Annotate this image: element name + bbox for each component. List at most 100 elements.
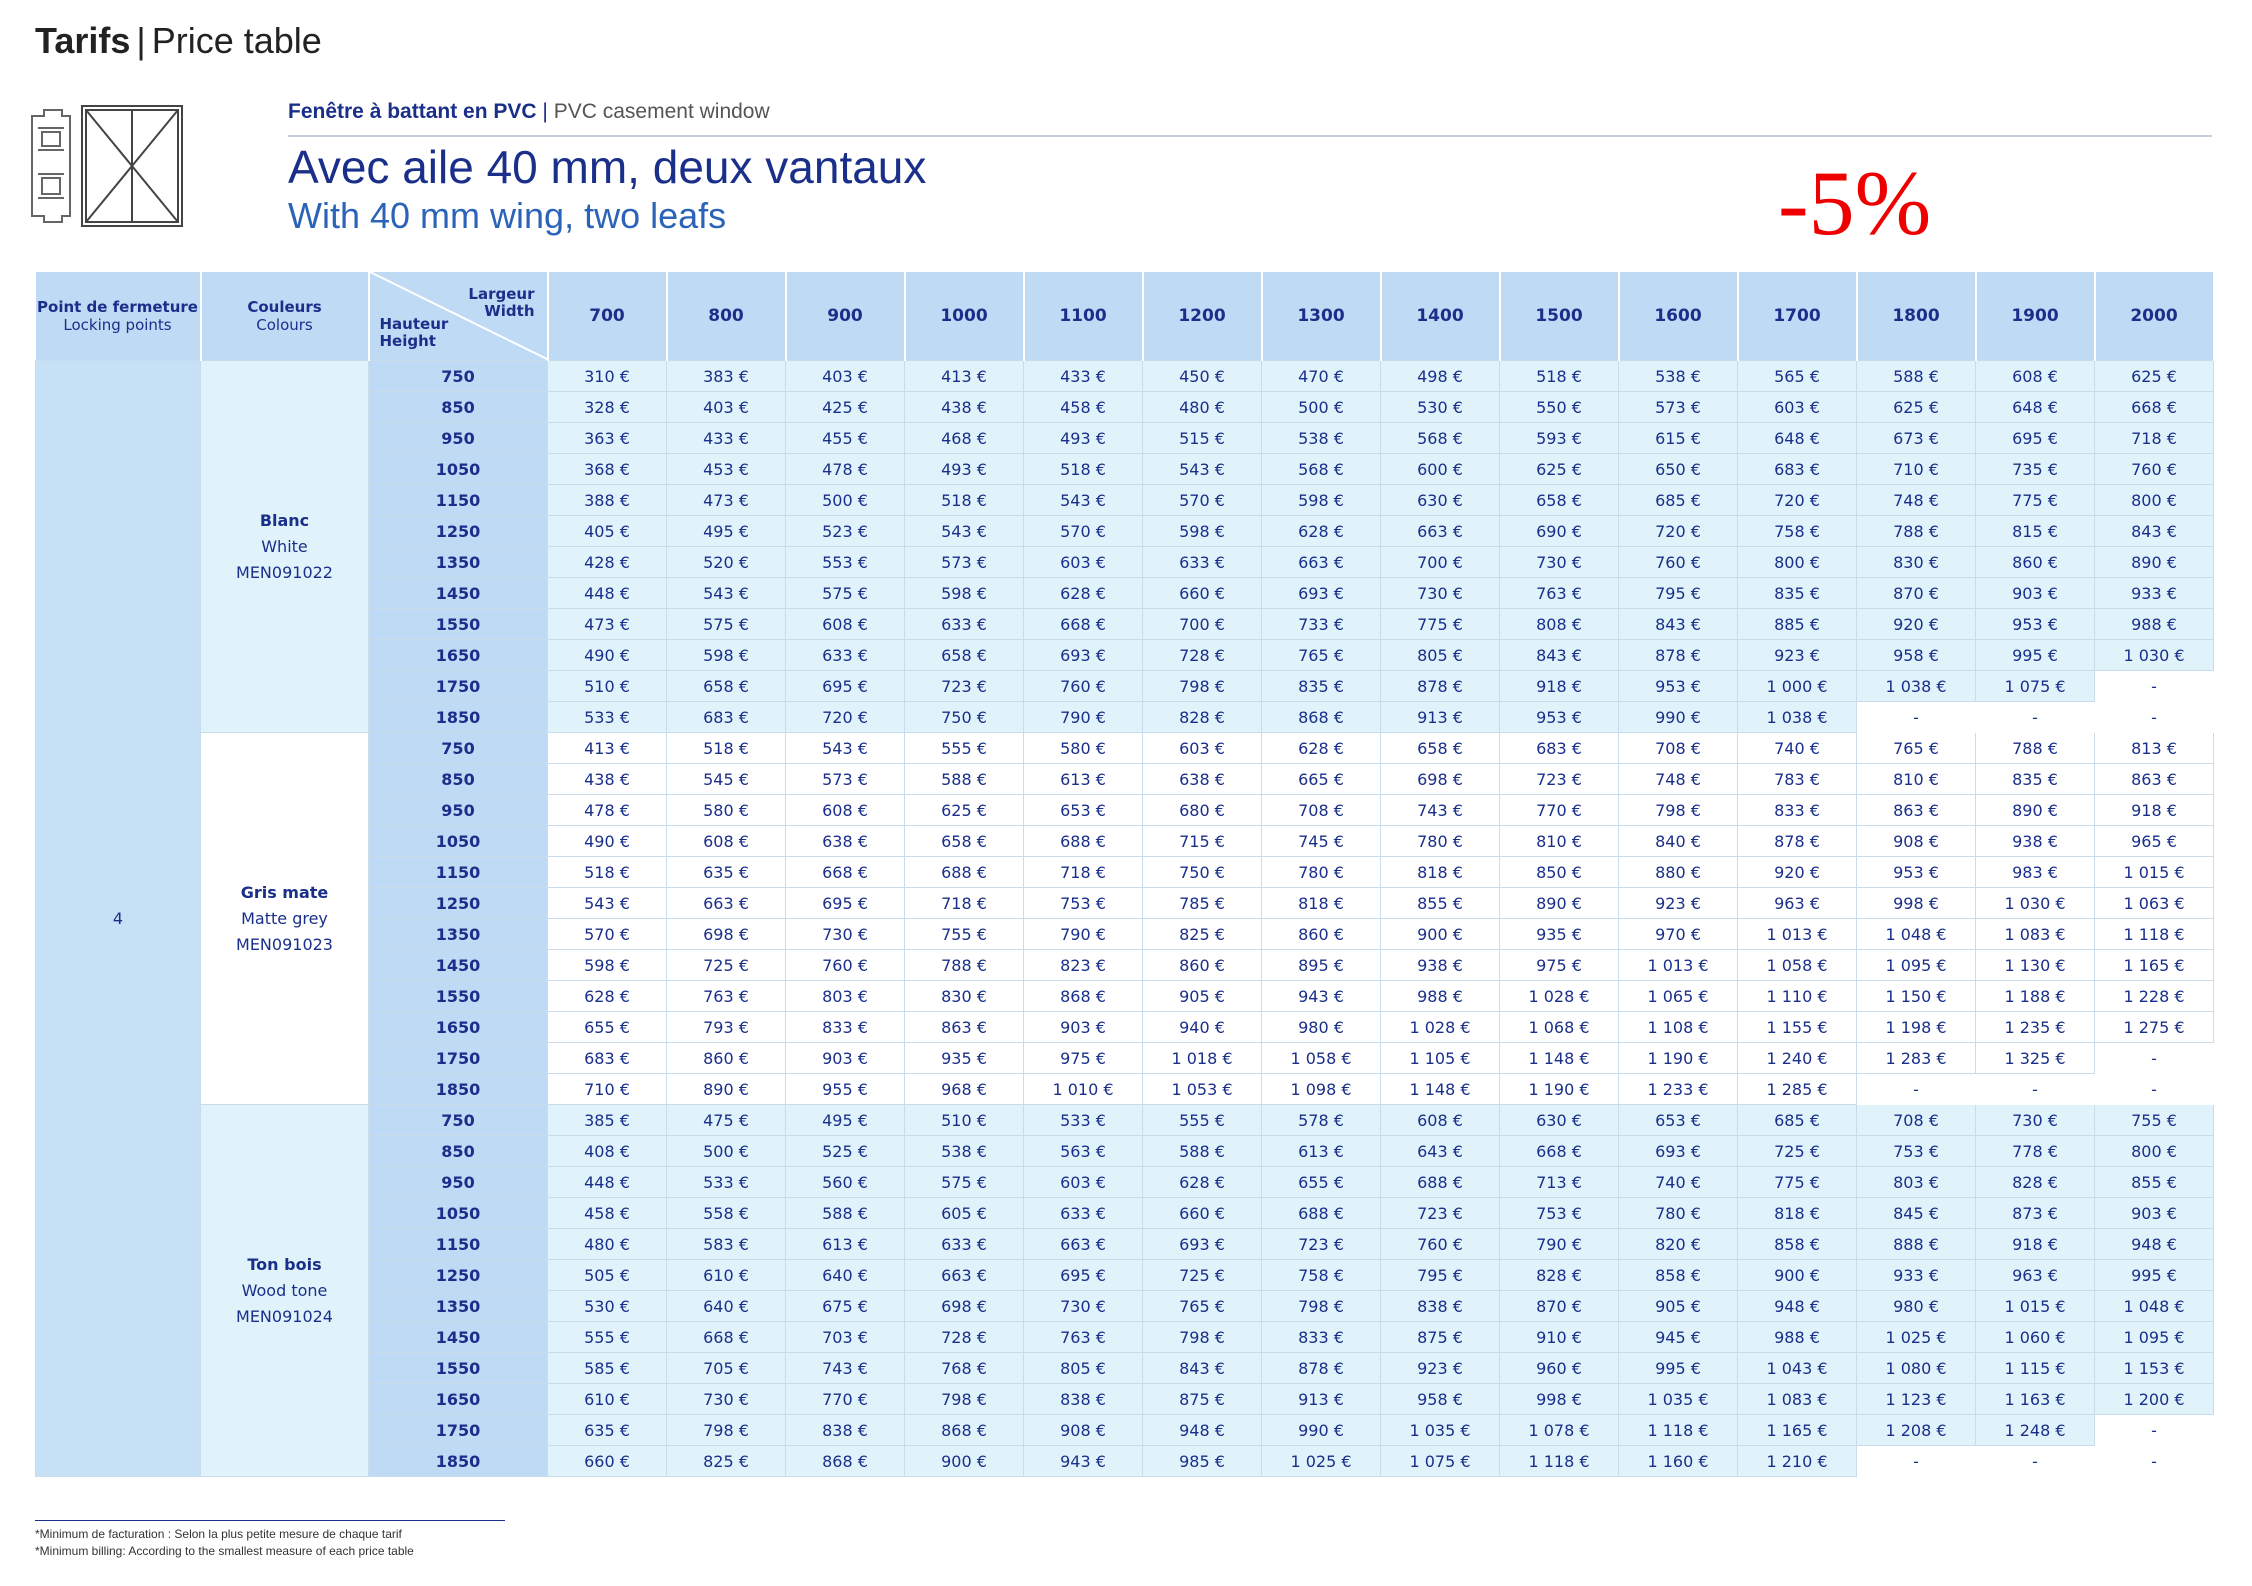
price-cell: 718 € — [904, 887, 1024, 919]
price-cell: 613 € — [1023, 763, 1143, 795]
price-cell: 813 € — [2094, 732, 2214, 764]
price-cell: 455 € — [785, 422, 905, 454]
price-cell: 1 080 € — [1856, 1352, 1976, 1384]
price-cell: 663 € — [904, 1259, 1024, 1291]
price-cell: 878 € — [1618, 639, 1738, 671]
price-cell: 1 075 € — [1975, 670, 2095, 702]
price-cell: 608 € — [785, 608, 905, 640]
price-cell: 585 € — [547, 1352, 667, 1384]
price-cell: 888 € — [1856, 1228, 1976, 1260]
price-cell: 383 € — [666, 360, 786, 392]
width-column-header: 1600 — [1618, 272, 1739, 361]
price-cell: 1 155 € — [1737, 1011, 1857, 1043]
price-cell: 1 083 € — [1737, 1383, 1857, 1415]
price-cell: 783 € — [1737, 763, 1857, 795]
price-cell: 933 € — [1856, 1259, 1976, 1291]
table-row: 1450 598 €725 €760 €788 €823 €860 €895 €9… — [36, 949, 2214, 981]
price-cell: 518 € — [547, 856, 667, 888]
price-cell: 708 € — [1618, 732, 1738, 764]
price-cell: 555 € — [547, 1321, 667, 1353]
height-value: 1150 — [368, 856, 548, 888]
price-cell: 1 105 € — [1380, 1042, 1500, 1074]
price-cell: 693 € — [1023, 639, 1143, 671]
price-cell: 603 € — [1142, 732, 1262, 764]
price-cell: 830 € — [904, 980, 1024, 1012]
price-cell: 763 € — [1499, 577, 1619, 609]
price-cell: 723 € — [1261, 1228, 1381, 1260]
price-cell: 1 095 € — [1856, 949, 1976, 981]
price-cell: 788 € — [904, 949, 1024, 981]
price-cell: 695 € — [1023, 1259, 1143, 1291]
table-row: 1550 585 €705 €743 €768 €805 €843 €878 €9… — [36, 1352, 2214, 1384]
price-cell: 768 € — [904, 1352, 1024, 1384]
table-row: 1450 448 €543 €575 €598 €628 €660 €693 €7… — [36, 577, 2214, 609]
price-cell: 693 € — [1618, 1135, 1738, 1167]
price-table: Point de fermeture Locking points Couleu… — [35, 272, 2215, 1477]
price-cell: 800 € — [2094, 484, 2214, 516]
price-table-body: 4 Blanc White MEN091022 750 310 €383 €403 €41… — [35, 360, 2214, 1477]
price-cell: 920 € — [1856, 608, 1976, 640]
price-cell: 1 083 € — [1975, 918, 2095, 950]
price-cell: 468 € — [904, 422, 1024, 454]
table-row: 4 Blanc White MEN091022 750 310 €383 €403 €41… — [35, 360, 2214, 1477]
table-row: 1850 533 €683 €720 €750 €790 €828 €868 €9… — [36, 701, 2214, 733]
price-cell: 1 013 € — [1737, 918, 1857, 950]
footnote: *Minimum de facturation : Selon la plus … — [35, 1520, 505, 1560]
price-cell: 935 € — [904, 1042, 1024, 1074]
price-cell: 743 € — [785, 1352, 905, 1384]
price-cell: 903 € — [785, 1042, 905, 1074]
price-cell: 838 € — [785, 1414, 905, 1446]
price-cell: 663 € — [666, 887, 786, 919]
width-column-header: 1700 — [1737, 272, 1858, 361]
price-cell: 588 € — [1856, 360, 1976, 392]
price-cell: 703 € — [785, 1321, 905, 1353]
height-value: 950 — [368, 1166, 548, 1198]
price-cell: 1 163 € — [1975, 1383, 2095, 1415]
price-cell: 1 248 € — [1975, 1414, 2095, 1446]
price-cell: 638 € — [1142, 763, 1262, 795]
price-cell: 693 € — [1142, 1228, 1262, 1260]
price-cell: 758 € — [1737, 515, 1857, 547]
price-cell: 890 € — [1499, 887, 1619, 919]
price-cell: 1 208 € — [1856, 1414, 1976, 1446]
price-cell: 935 € — [1499, 918, 1619, 950]
price-cell: 988 € — [2094, 608, 2214, 640]
price-cell: 775 € — [1737, 1166, 1857, 1198]
price-cell: 588 € — [904, 763, 1024, 795]
width-column-header: 1900 — [1975, 272, 2096, 361]
product-title-fr: Avec aile 40 mm, deux vantaux — [288, 141, 927, 193]
price-cell: 388 € — [547, 484, 667, 516]
price-cell: 730 € — [666, 1383, 786, 1415]
price-cell: 765 € — [1142, 1290, 1262, 1322]
price-cell: 1 235 € — [1975, 1011, 2095, 1043]
price-cell: 598 € — [904, 577, 1024, 609]
price-cell: 980 € — [1261, 1011, 1381, 1043]
price-cell: 425 € — [785, 391, 905, 423]
price-cell: 473 € — [666, 484, 786, 516]
price-cell: 868 € — [1261, 701, 1381, 733]
price-cell: 953 € — [1856, 856, 1976, 888]
price-cell: 518 € — [1499, 360, 1619, 392]
price-cell: - — [2094, 1042, 2214, 1074]
table-header-row: Point de fermeture Locking points Couleu… — [35, 272, 2215, 361]
price-cell: 700 € — [1142, 608, 1262, 640]
footnote-en: *Minimum billing: According to the small… — [35, 1544, 414, 1558]
price-cell: 1 165 € — [2094, 949, 2214, 981]
price-cell: - — [1975, 701, 2095, 733]
price-cell: 988 € — [1737, 1321, 1857, 1353]
colour-name-en: Wood tone — [241, 1280, 328, 1300]
price-cell: 790 € — [1023, 701, 1143, 733]
price-cell: 720 € — [785, 701, 905, 733]
price-cell: 560 € — [785, 1166, 905, 1198]
price-cell: - — [1975, 1445, 2095, 1477]
price-cell: 493 € — [904, 453, 1024, 485]
price-cell: 698 € — [904, 1290, 1024, 1322]
price-cell: 413 € — [904, 360, 1024, 392]
price-cell: 878 € — [1380, 670, 1500, 702]
price-cell: 628 € — [1261, 515, 1381, 547]
price-cell: 683 € — [1499, 732, 1619, 764]
price-cell: 405 € — [547, 515, 667, 547]
colour-name-fr: Ton bois — [247, 1254, 322, 1274]
price-cell: 635 € — [666, 856, 786, 888]
price-cell: 843 € — [1142, 1352, 1262, 1384]
